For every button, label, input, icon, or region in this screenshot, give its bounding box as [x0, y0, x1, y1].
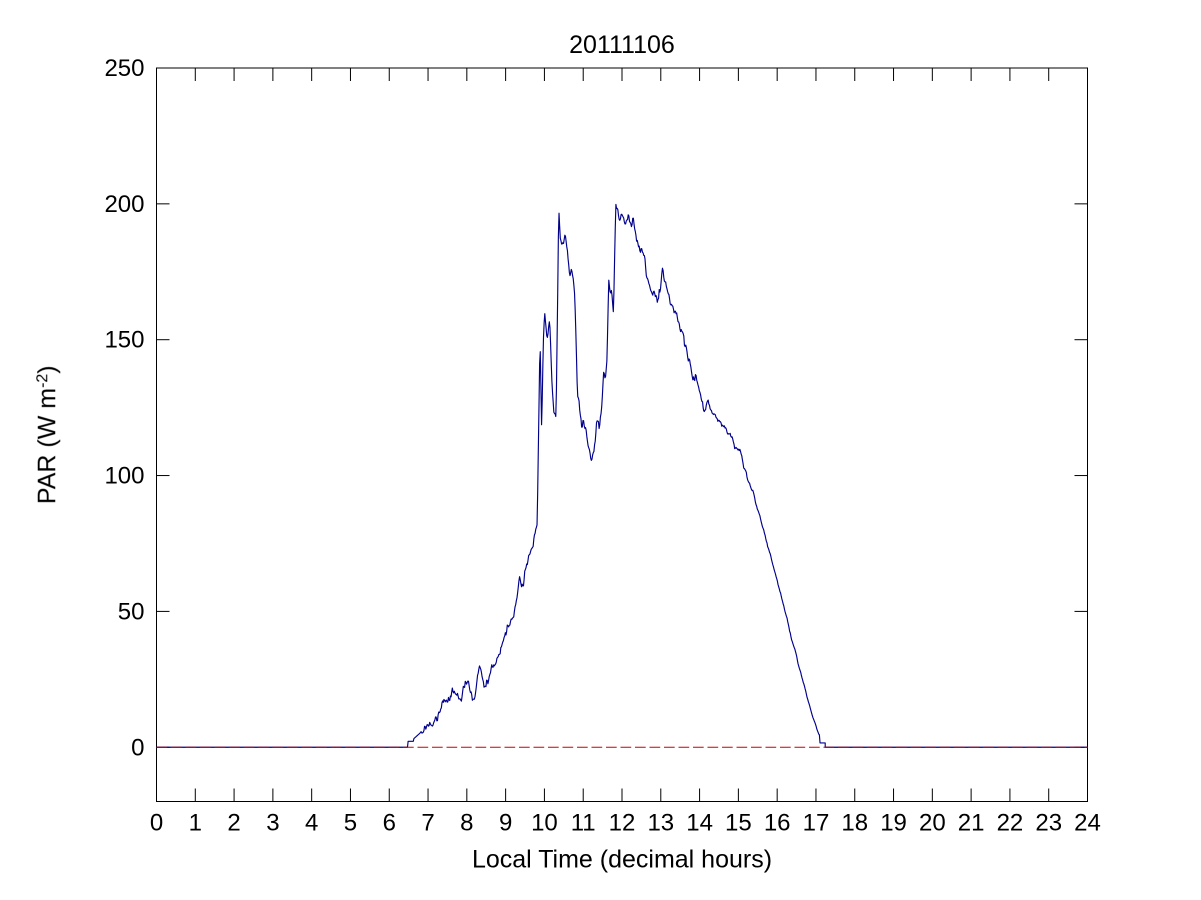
svg-text:100: 100 — [104, 463, 144, 490]
svg-text:0: 0 — [150, 810, 163, 837]
svg-text:14: 14 — [686, 810, 713, 837]
svg-text:50: 50 — [118, 598, 145, 625]
svg-text:9: 9 — [499, 810, 512, 837]
svg-text:150: 150 — [104, 327, 144, 354]
svg-text:19: 19 — [880, 810, 907, 837]
svg-text:15: 15 — [725, 810, 752, 837]
svg-text:20: 20 — [919, 810, 946, 837]
svg-text:12: 12 — [609, 810, 636, 837]
svg-text:16: 16 — [764, 810, 791, 837]
svg-text:4: 4 — [305, 810, 318, 837]
svg-text:200: 200 — [104, 191, 144, 218]
svg-text:24: 24 — [1074, 810, 1101, 837]
svg-text:250: 250 — [104, 55, 144, 82]
svg-text:Local Time (decimal hours): Local Time (decimal hours) — [472, 846, 772, 874]
svg-text:0: 0 — [131, 734, 144, 761]
svg-text:7: 7 — [421, 810, 434, 837]
svg-text:23: 23 — [1035, 810, 1062, 837]
svg-text:PAR (W m-2): PAR (W m-2) — [33, 365, 61, 504]
svg-text:10: 10 — [531, 810, 558, 837]
svg-text:18: 18 — [841, 810, 868, 837]
svg-text:5: 5 — [344, 810, 357, 837]
svg-text:13: 13 — [647, 810, 674, 837]
svg-text:3: 3 — [266, 810, 279, 837]
svg-text:21: 21 — [958, 810, 985, 837]
svg-text:1: 1 — [189, 810, 202, 837]
svg-text:22: 22 — [997, 810, 1024, 837]
svg-text:6: 6 — [383, 810, 396, 837]
svg-text:11: 11 — [571, 810, 596, 837]
svg-text:2: 2 — [227, 810, 240, 837]
svg-text:17: 17 — [803, 810, 830, 837]
svg-text:8: 8 — [460, 810, 473, 837]
svg-text:20111106: 20111106 — [569, 31, 675, 59]
